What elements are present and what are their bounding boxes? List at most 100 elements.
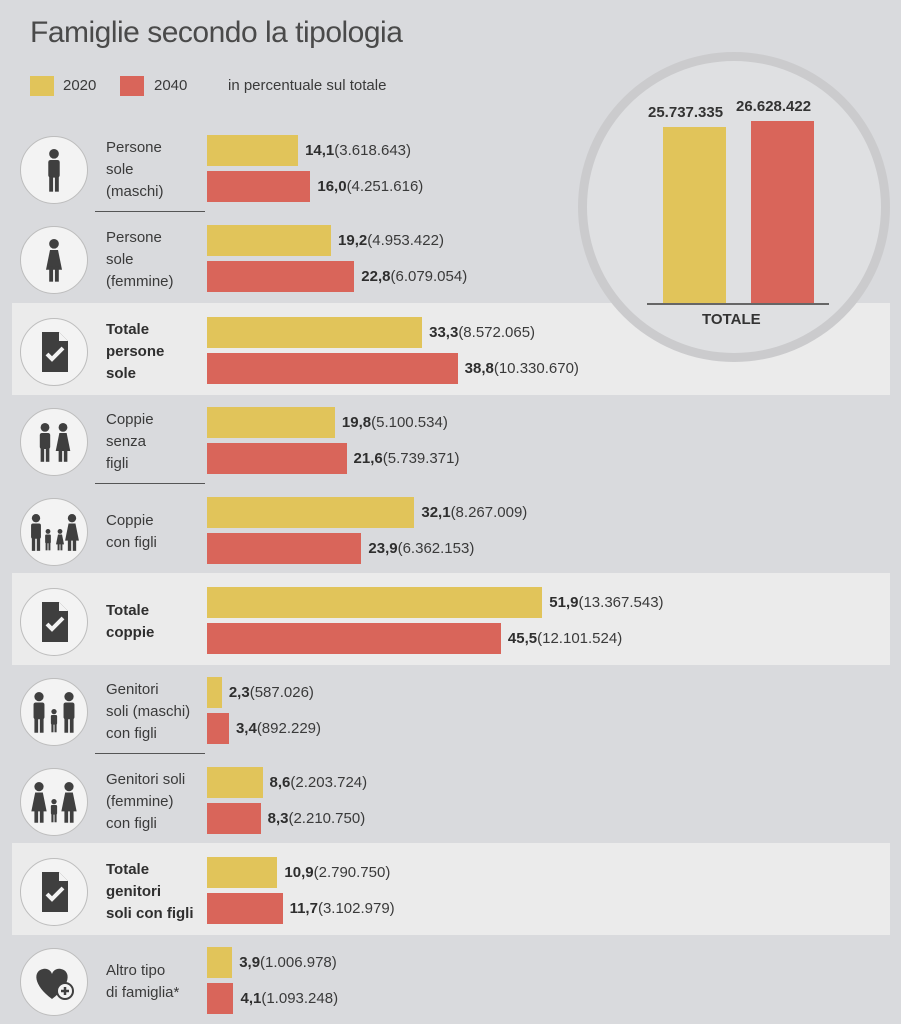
total-value-2040: 26.628.422	[736, 98, 812, 115]
category-label: Genitori soli (maschi) con figli	[106, 681, 191, 742]
value-percent-2020: 33,3	[429, 324, 459, 341]
bar-2020	[207, 767, 263, 798]
value-label-2040: 16,0(4.251.616)	[317, 178, 423, 195]
total-panel	[578, 52, 890, 362]
value-label-2040: 22,8(6.079.054)	[361, 268, 467, 285]
value-label-2040: 4,1(1.093.248)	[240, 990, 338, 1007]
row-separator	[95, 753, 205, 754]
category-label: Persone sole (femmine)	[106, 229, 174, 290]
value-percent-2040: 8,3	[267, 810, 289, 827]
value-count-2040: (10.330.670)	[493, 360, 579, 377]
value-percent-2040: 16,0	[317, 178, 347, 195]
couple-icon	[39, 423, 71, 462]
value-label-2020: 3,9(1.006.978)	[239, 954, 337, 971]
value-count-2020: (8.267.009)	[450, 504, 528, 521]
value-count-2020: (587.026)	[249, 684, 314, 701]
value-percent-2040: 4,1	[240, 990, 262, 1007]
row-separator	[95, 483, 205, 484]
value-count-2040: (12.101.524)	[537, 630, 623, 647]
value-count-2020: (5.100.534)	[371, 414, 448, 431]
category-label: Persone sole (maschi)	[106, 139, 164, 200]
total-label: TOTALE	[702, 311, 761, 328]
bar-2020	[207, 407, 335, 438]
category-icon-circle	[20, 498, 88, 566]
value-percent-2040: 23,9	[368, 540, 398, 557]
value-count-2020: (2.203.724)	[290, 774, 368, 791]
value-percent-2040: 45,5	[507, 630, 538, 647]
total-bar-2020	[663, 127, 726, 303]
category-icon-circle	[20, 678, 88, 746]
value-percent-2040: 21,6	[353, 450, 383, 467]
value-label-2040: 45,5(12.101.524)	[508, 630, 622, 647]
category-label: Altro tipo di famiglia*	[106, 962, 180, 1001]
total-axis-line	[647, 303, 829, 305]
bar-2020	[207, 677, 222, 708]
bar-2020	[207, 947, 233, 978]
value-percent-2040: 3,4	[235, 720, 257, 737]
value-label-2040: 21,6(5.739.371)	[354, 450, 460, 467]
value-label-2020: 10,9(2.790.750)	[284, 864, 390, 881]
bar-2040	[207, 261, 355, 292]
value-count-2020: (4.953.422)	[367, 232, 444, 249]
category-icon-circle	[20, 858, 88, 926]
value-count-2040: (5.739.371)	[382, 450, 460, 467]
value-percent-2020: 51,9	[549, 594, 579, 611]
value-percent-2040: 11,7	[289, 900, 318, 917]
value-label-2040: 8,3(2.210.750)	[268, 810, 366, 827]
category-label: Coppie con figli	[106, 512, 157, 551]
value-count-2020: (8.572.065)	[458, 324, 536, 341]
woman-icon	[45, 239, 63, 282]
bar-2020	[207, 317, 423, 348]
category-icon-circle	[20, 226, 88, 294]
category-icon-circle	[20, 768, 88, 836]
value-label-2040: 3,4(892.229)	[236, 720, 321, 737]
legend-label-2040: 2040	[154, 77, 188, 94]
mother-child-icon	[31, 782, 77, 823]
document-check-icon	[42, 602, 68, 642]
category-label: Totale persone sole	[106, 321, 165, 382]
total-value-2020: 25.737.335	[648, 104, 724, 122]
value-count-2020: (3.618.643)	[334, 142, 412, 159]
value-count-2020: (2.790.750)	[313, 864, 391, 881]
row-separator	[95, 211, 205, 212]
family-icon	[31, 514, 79, 551]
value-percent-2020: 10,9	[284, 864, 314, 881]
bar-2040	[207, 533, 362, 564]
value-percent-2020: 2,3	[228, 684, 250, 701]
value-count-2040: (6.079.054)	[390, 268, 468, 285]
value-label-2020: 14,1(3.618.643)	[305, 142, 411, 159]
value-percent-2040: 22,8	[361, 268, 391, 285]
value-label-2040: 38,8(10.330.670)	[465, 360, 579, 377]
bar-2040	[207, 983, 234, 1014]
bar-2040	[207, 623, 501, 654]
value-percent-2020: 3,9	[239, 954, 261, 971]
value-count-2040: (1.093.248)	[261, 990, 339, 1007]
chart-title: Famiglie secondo la tipologia	[30, 16, 403, 49]
bar-2020	[207, 225, 332, 256]
heart-plus-icon	[36, 968, 74, 1000]
category-icon-circle	[20, 408, 88, 476]
value-count-2040: (4.251.616)	[346, 178, 424, 195]
value-percent-2020: 19,2	[338, 232, 368, 249]
value-percent-2040: 38,8	[464, 360, 494, 377]
bar-2020	[207, 135, 299, 166]
category-label: Totale genitori soli con figli	[106, 861, 194, 922]
category-label: Totale coppie	[106, 602, 155, 641]
value-label-2020: 2,3(587.026)	[229, 684, 314, 701]
value-count-2040: (892.229)	[256, 720, 322, 737]
category-icon-circle	[20, 136, 88, 204]
legend-swatch-2020	[30, 76, 54, 96]
value-label-2020: 8,6(2.203.724)	[270, 774, 368, 791]
value-count-2020: (1.006.978)	[260, 954, 337, 971]
bar-2040	[207, 171, 311, 202]
value-percent-2020: 14,1	[305, 142, 335, 159]
value-percent-2020: 8,6	[269, 774, 291, 791]
category-icon-circle	[20, 588, 88, 656]
bar-2040	[207, 893, 283, 924]
man-icon	[48, 149, 60, 192]
value-count-2020: (13.367.543)	[578, 594, 664, 611]
document-check-icon	[42, 332, 68, 372]
bar-2040	[207, 803, 261, 834]
value-count-2040: (3.102.979)	[317, 900, 395, 917]
value-label-2020: 19,8(5.100.534)	[342, 414, 448, 431]
